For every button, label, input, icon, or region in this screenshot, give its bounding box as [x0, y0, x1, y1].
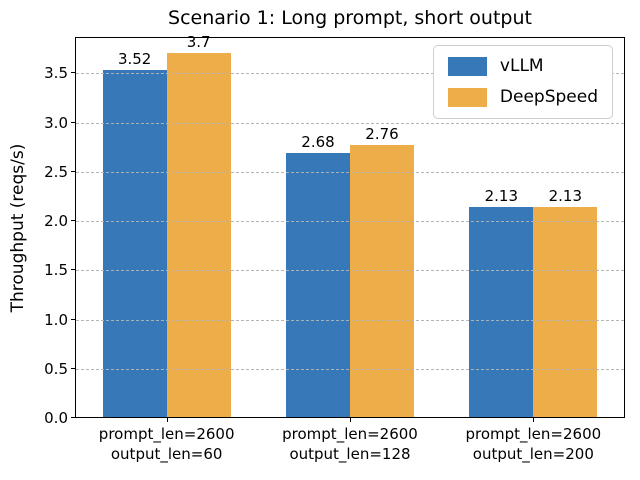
gridline	[76, 270, 624, 272]
bar-value-label: 3.7	[186, 32, 211, 51]
x-tick-label-line: output_len=128	[289, 445, 411, 463]
plot-area: vLLM DeepSpeed 3.52 3.7 2.68 2.76 2.13 2.13	[75, 33, 625, 418]
y-tick-mark	[71, 220, 75, 222]
x-tick-label-line: prompt_len=2600	[465, 425, 602, 443]
legend-label: DeepSpeed	[499, 87, 598, 107]
x-tick-mark	[533, 418, 535, 422]
gridline	[76, 368, 624, 370]
x-tick-mark	[350, 418, 351, 422]
y-tick-label: 0.5	[44, 359, 68, 378]
gridline	[76, 221, 624, 223]
gridline	[76, 171, 624, 173]
y-tick-label: 2.5	[44, 162, 68, 181]
gridline	[76, 73, 624, 75]
bar-value-label: 2.13	[484, 187, 519, 206]
y-tick-mark	[71, 72, 75, 74]
x-tick-label: prompt_len=2600 output_len=200	[423, 424, 640, 464]
y-tick-label: 2.0	[44, 212, 68, 231]
gridline	[76, 122, 624, 124]
chart-title: Scenario 1: Long prompt, short output	[168, 7, 532, 29]
y-tick-label: 1.0	[44, 310, 68, 329]
x-tick-label-line: output_len=60	[110, 445, 223, 463]
y-tick-label: 1.5	[44, 261, 68, 280]
legend-entry-deepspeed: DeepSpeed	[447, 87, 598, 108]
gridline	[76, 319, 624, 321]
bar-vllm	[286, 153, 350, 417]
legend-entry-vllm: vLLM	[447, 56, 598, 77]
bar-value-label: 2.76	[365, 125, 399, 144]
y-tick-mark	[71, 121, 75, 123]
y-tick-mark	[71, 170, 75, 172]
bar-deepspeed	[166, 52, 231, 417]
x-tick-mark	[166, 418, 168, 422]
x-tick-label-line: prompt_len=2600	[282, 425, 418, 443]
bar-deepspeed	[350, 145, 414, 417]
bar-vllm	[102, 70, 167, 417]
legend-swatch-vllm	[447, 57, 487, 76]
x-tick-label-line: output_len=200	[472, 445, 594, 463]
x-tick-label: prompt_len=2600 output_len=128	[240, 424, 460, 464]
y-tick-mark	[71, 367, 75, 369]
bar-deepspeed	[533, 207, 598, 417]
bar-value-label: 3.52	[117, 50, 152, 69]
y-tick-mark	[71, 269, 75, 271]
y-tick-mark	[71, 318, 75, 320]
y-tick-label: 3.0	[44, 113, 68, 132]
y-tick-mark	[71, 417, 75, 418]
y-tick-label: 3.5	[44, 64, 68, 83]
bar-vllm	[469, 207, 534, 417]
legend-label: vLLM	[499, 56, 544, 76]
x-tick-label: prompt_len=2600 output_len=60	[57, 424, 277, 464]
x-tick-label-line: prompt_len=2600	[98, 425, 235, 443]
y-tick-label: 0.0	[44, 409, 68, 427]
bar-value-label: 2.68	[301, 133, 335, 152]
legend-swatch-deepspeed	[447, 88, 487, 107]
bar-value-label: 2.13	[548, 187, 583, 206]
legend: vLLM DeepSpeed	[432, 45, 613, 119]
